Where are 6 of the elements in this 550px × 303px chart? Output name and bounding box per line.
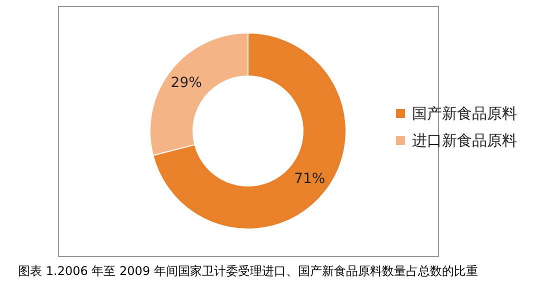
data-label: 71% xyxy=(294,170,326,187)
donut-slice xyxy=(152,32,346,230)
legend-label: 进口新食品原料 xyxy=(412,132,517,150)
data-label: 29% xyxy=(170,75,202,92)
legend-label: 国产新食品原料 xyxy=(412,104,517,122)
text: 图表 1.2006 年至 2009 年间国家卫计委受理进口、国产新食品原料数量占总数的比重 xyxy=(18,264,478,278)
